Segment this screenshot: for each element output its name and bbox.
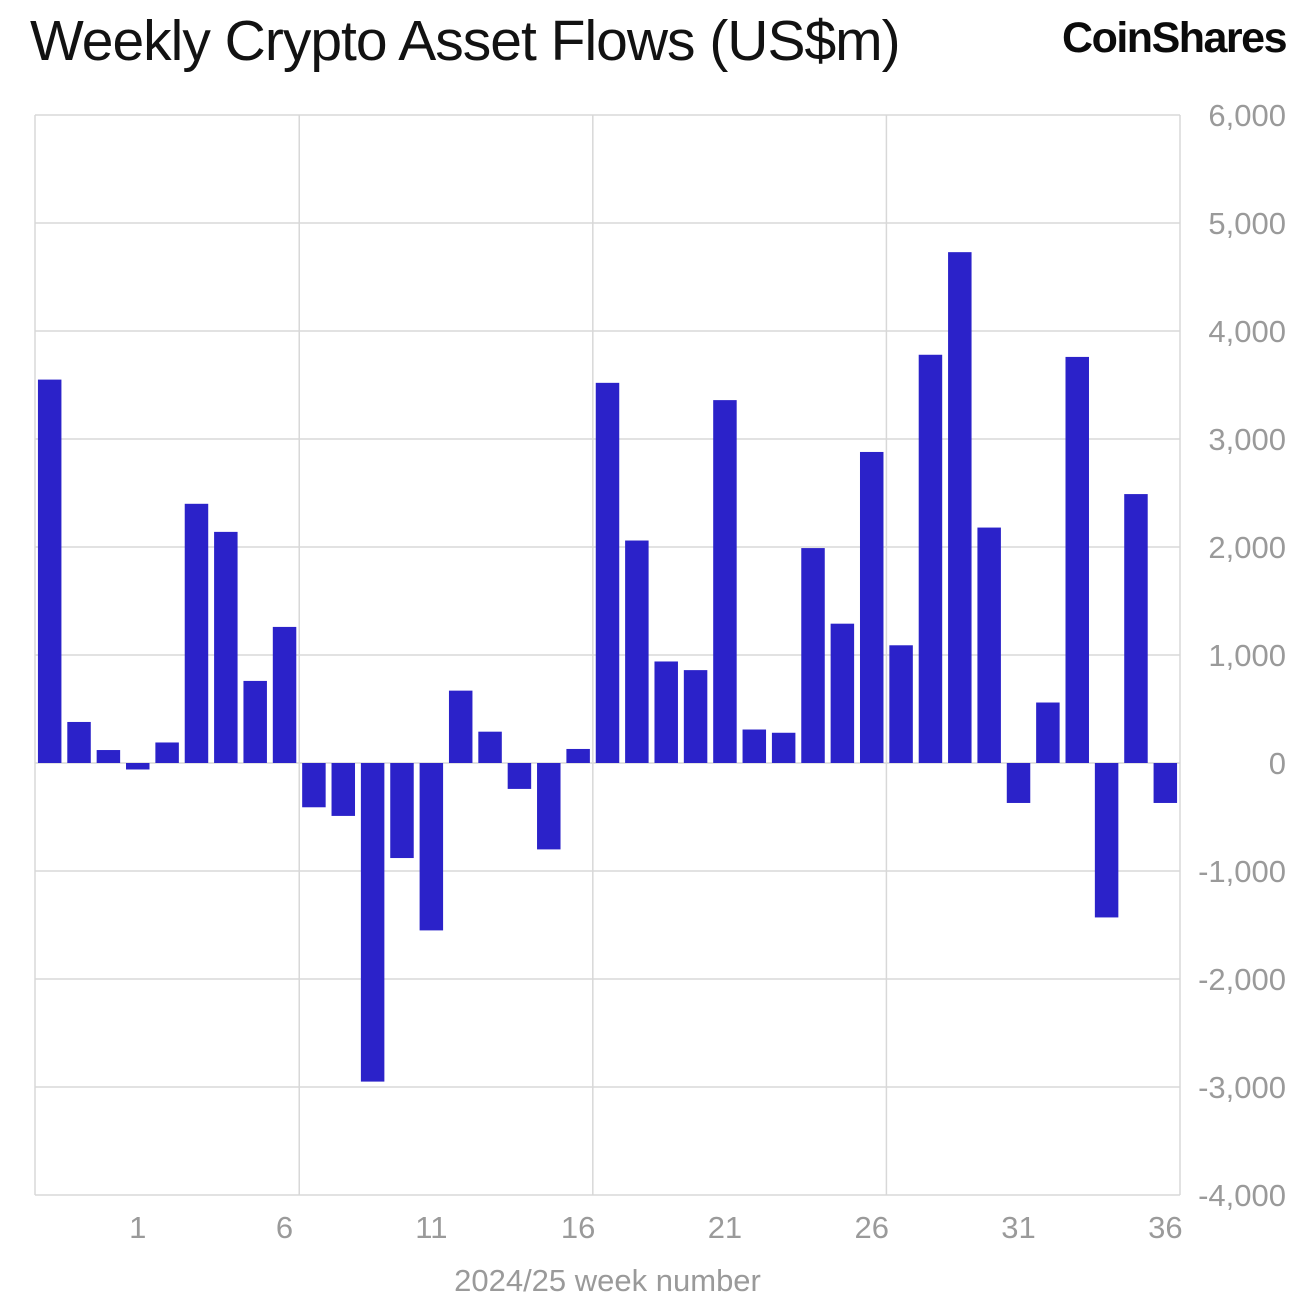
bar (771, 732, 796, 763)
bar (948, 252, 972, 763)
x-tick-label: 26 (854, 1210, 888, 1245)
x-tick-label: 1 (129, 1210, 146, 1245)
y-tick-label: 1,000 (1208, 638, 1286, 673)
bar (1094, 763, 1119, 918)
bar (977, 527, 1001, 763)
bar (654, 661, 678, 763)
y-tick-label: 5,000 (1208, 206, 1286, 241)
bar (37, 379, 62, 763)
x-axis-label: 2024/25 week number (454, 1263, 761, 1298)
bar (360, 763, 385, 1082)
bar (419, 763, 444, 931)
y-tick-label: 4,000 (1208, 314, 1286, 349)
y-tick-label: -2,000 (1198, 962, 1286, 997)
bar (1065, 356, 1089, 763)
x-tick-label: 16 (561, 1210, 595, 1245)
y-tick-label: -4,000 (1198, 1178, 1286, 1213)
bar (448, 690, 473, 763)
y-tick-label: 6,000 (1208, 98, 1286, 133)
bar (889, 645, 913, 763)
bar (96, 750, 121, 763)
bar (537, 763, 561, 850)
bar (918, 354, 943, 763)
x-tick-label: 6 (276, 1210, 293, 1245)
bar (625, 540, 649, 763)
bar (67, 721, 91, 763)
y-tick-label: 0 (1269, 746, 1286, 781)
chart-title: Weekly Crypto Asset Flows (US$m) (30, 9, 901, 73)
bar (507, 763, 532, 789)
y-tick-label: -1,000 (1198, 854, 1286, 889)
bar (155, 742, 179, 763)
bar (478, 731, 502, 763)
x-tick-label: 36 (1148, 1210, 1182, 1245)
x-tick-label: 21 (708, 1210, 742, 1245)
bar (331, 763, 356, 816)
bar (830, 623, 855, 763)
bar (214, 531, 238, 763)
bar (566, 748, 590, 763)
bar (243, 680, 267, 763)
bar (683, 670, 708, 763)
bar (272, 626, 297, 763)
x-tick-label: 11 (415, 1210, 447, 1245)
bar (302, 763, 326, 808)
bar (184, 503, 209, 763)
bar (742, 729, 767, 763)
bar (390, 763, 414, 859)
bar (126, 763, 150, 770)
y-tick-label: -3,000 (1198, 1070, 1286, 1105)
coinshares-logo: CoinShares (1062, 14, 1287, 62)
x-tick-label: 31 (1001, 1210, 1035, 1245)
bar (1124, 494, 1148, 763)
bar (595, 382, 620, 763)
bar (801, 548, 825, 763)
y-tick-label: 2,000 (1208, 530, 1286, 565)
bar (713, 400, 737, 763)
bar (1036, 702, 1060, 763)
bar (859, 451, 884, 763)
bar (1153, 763, 1178, 803)
bar (1006, 763, 1031, 803)
y-tick-label: 3,000 (1208, 422, 1286, 457)
